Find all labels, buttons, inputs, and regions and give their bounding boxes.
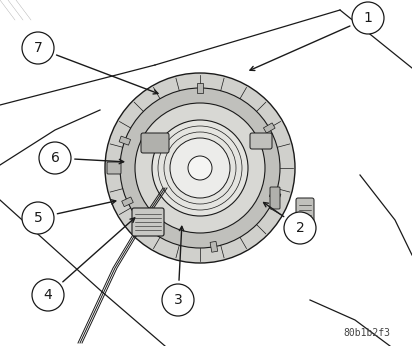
FancyBboxPatch shape <box>107 162 121 174</box>
FancyBboxPatch shape <box>296 198 314 222</box>
Circle shape <box>135 103 265 233</box>
Bar <box>122 197 133 207</box>
Text: 2: 2 <box>296 221 304 235</box>
Circle shape <box>352 2 384 34</box>
Text: 7: 7 <box>34 41 42 55</box>
FancyBboxPatch shape <box>141 133 169 153</box>
Circle shape <box>32 279 64 311</box>
Circle shape <box>170 138 230 198</box>
FancyBboxPatch shape <box>270 187 280 209</box>
Bar <box>197 83 203 93</box>
Circle shape <box>284 212 316 244</box>
Circle shape <box>152 120 248 216</box>
Text: 5: 5 <box>34 211 42 225</box>
Bar <box>119 136 131 145</box>
Circle shape <box>22 32 54 64</box>
Circle shape <box>39 142 71 174</box>
Circle shape <box>22 202 54 234</box>
Circle shape <box>162 284 194 316</box>
Text: 3: 3 <box>173 293 183 307</box>
Bar <box>269 191 281 200</box>
FancyBboxPatch shape <box>132 208 164 236</box>
FancyBboxPatch shape <box>250 133 272 149</box>
Text: 6: 6 <box>51 151 59 165</box>
Text: 4: 4 <box>44 288 52 302</box>
Bar <box>263 123 275 133</box>
Circle shape <box>188 156 212 180</box>
Circle shape <box>105 73 295 263</box>
Circle shape <box>120 88 280 248</box>
Text: 80b1b2f3: 80b1b2f3 <box>343 328 390 338</box>
Text: 1: 1 <box>363 11 372 25</box>
Bar <box>210 242 218 252</box>
